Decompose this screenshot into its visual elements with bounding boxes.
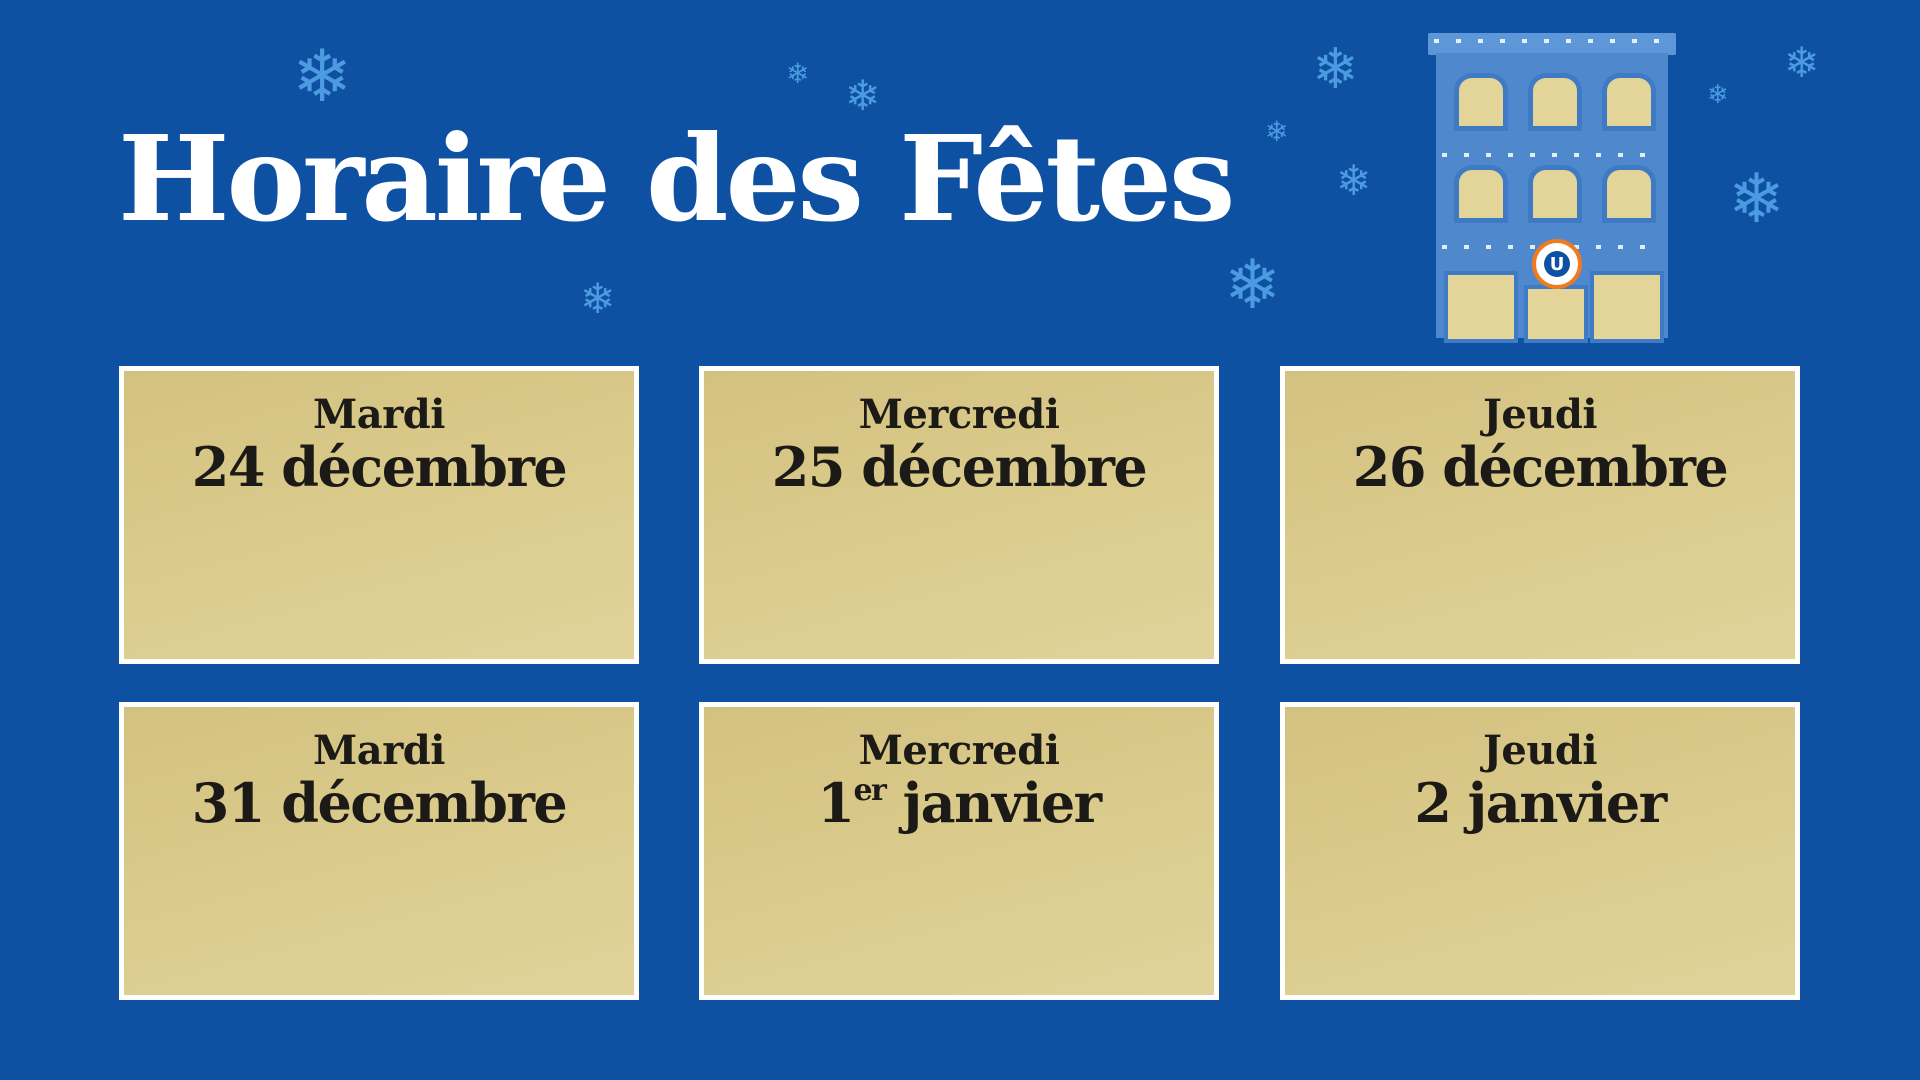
day-label: Mardi <box>313 391 445 438</box>
day-label: Mercredi <box>858 391 1060 438</box>
date-label: 25 décembre <box>771 435 1148 499</box>
day-label: Mercredi <box>858 727 1060 774</box>
schedule-card: Mardi 31 décembre <box>119 702 639 1000</box>
snowflake-icon: ❄ <box>1784 38 1820 87</box>
snowflake-icon: ❄ <box>1265 115 1289 148</box>
schedule-card: Mercredi 25 décembre <box>699 366 1219 664</box>
schedule-card: Jeudi 26 décembre <box>1280 366 1800 664</box>
date-label: 26 décembre <box>1352 435 1729 499</box>
schedule-card: Mercredi 1er janvier <box>699 702 1219 1000</box>
snowflake-icon: ❄ <box>1707 80 1729 110</box>
day-label: Jeudi <box>1482 391 1598 438</box>
brand-logo: U <box>1532 239 1582 289</box>
schedule-card: Mardi 24 décembre <box>119 366 639 664</box>
day-label: Mardi <box>313 727 445 774</box>
page-title: Horaire des Fêtes <box>118 109 1235 248</box>
date-label: 1er janvier <box>817 771 1102 835</box>
snowflake-icon: ❄ <box>845 71 881 120</box>
schedule-card: Jeudi 2 janvier <box>1280 702 1800 1000</box>
snowflake-icon: ❄ <box>1312 37 1359 102</box>
snowflake-icon: ❄ <box>1728 160 1785 239</box>
snowflake-icon: ❄ <box>1336 156 1372 205</box>
date-label: 31 décembre <box>191 771 568 835</box>
day-label: Jeudi <box>1482 727 1598 774</box>
snowflake-icon: ❄ <box>786 57 810 90</box>
storefront-illustration: U <box>1428 33 1676 343</box>
snowflake-icon: ❄ <box>292 34 353 118</box>
date-label: 2 janvier <box>1414 771 1667 835</box>
snowflake-icon: ❄ <box>580 274 616 323</box>
snowflake-icon: ❄ <box>1224 246 1281 325</box>
date-label: 24 décembre <box>191 435 568 499</box>
